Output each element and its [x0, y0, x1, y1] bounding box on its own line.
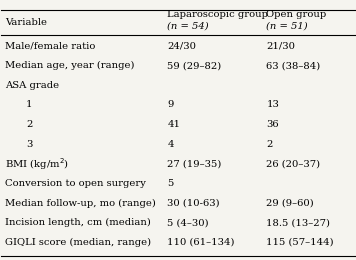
Text: 41: 41 [167, 120, 180, 129]
Text: 13: 13 [266, 100, 279, 109]
Text: 9: 9 [167, 100, 174, 109]
Text: 3: 3 [26, 140, 32, 149]
Text: 24/30: 24/30 [167, 41, 197, 50]
Text: Open group: Open group [266, 10, 326, 19]
Text: 18.5 (13–27): 18.5 (13–27) [266, 218, 330, 227]
Text: 110 (61–134): 110 (61–134) [167, 238, 235, 247]
Text: (n = 51): (n = 51) [266, 21, 308, 30]
Text: 59 (29–82): 59 (29–82) [167, 61, 222, 70]
Text: Median follow-up, mo (range): Median follow-up, mo (range) [5, 199, 156, 208]
Text: Variable: Variable [5, 18, 47, 27]
Text: 30 (10-63): 30 (10-63) [167, 199, 220, 207]
Text: 36: 36 [266, 120, 279, 129]
Text: 29 (9–60): 29 (9–60) [266, 199, 314, 207]
Text: Male/female ratio: Male/female ratio [5, 41, 95, 50]
Text: 5 (4–30): 5 (4–30) [167, 218, 209, 227]
Text: (n = 54): (n = 54) [167, 21, 209, 30]
Text: Laparoscopic group: Laparoscopic group [167, 10, 268, 19]
Text: 2: 2 [266, 140, 273, 149]
Text: 26 (20–37): 26 (20–37) [266, 159, 320, 168]
Text: ASA grade: ASA grade [5, 81, 59, 90]
Text: GIQLI score (median, range): GIQLI score (median, range) [5, 238, 151, 247]
Text: Incision length, cm (median): Incision length, cm (median) [5, 218, 151, 227]
Text: 115 (57–144): 115 (57–144) [266, 238, 334, 247]
Text: BMI (kg/m$^2$): BMI (kg/m$^2$) [5, 156, 69, 172]
Text: 21/30: 21/30 [266, 41, 295, 50]
Text: Median age, year (range): Median age, year (range) [5, 61, 135, 70]
Text: 5: 5 [167, 179, 174, 188]
Text: 2: 2 [26, 120, 32, 129]
Text: 1: 1 [26, 100, 33, 109]
Text: 4: 4 [167, 140, 174, 149]
Text: Conversion to open surgery: Conversion to open surgery [5, 179, 146, 188]
Text: 27 (19–35): 27 (19–35) [167, 159, 222, 168]
Text: 63 (38–84): 63 (38–84) [266, 61, 320, 70]
